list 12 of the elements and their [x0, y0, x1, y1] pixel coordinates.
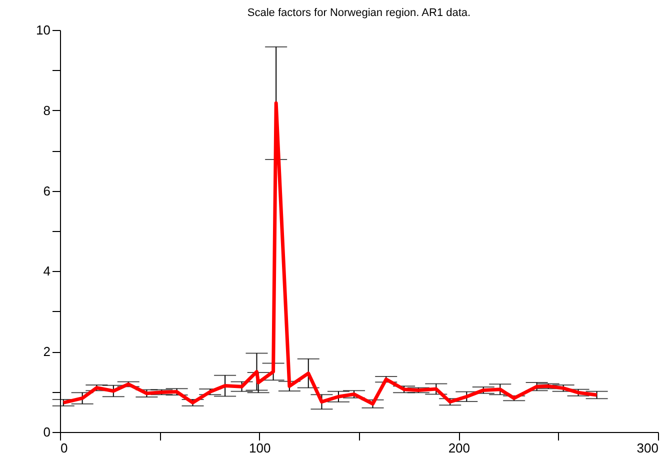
line-series [62, 101, 599, 406]
x-tick-label: 100 [248, 440, 271, 456]
y-tick-label: 2 [43, 344, 50, 360]
x-tick-label: 0 [60, 440, 68, 456]
y-tick-label: 6 [43, 183, 50, 198]
y-tick-label: 8 [43, 102, 50, 118]
y-tick-label: 4 [43, 264, 50, 279]
y-tick-label: 0 [43, 424, 50, 440]
x-tick-label: 300 [636, 440, 658, 456]
y-tick-label: 10 [36, 22, 50, 38]
x-tick-label: 200 [448, 440, 470, 456]
chart-title: Scale factors for Norwegian region. AR1 data. [247, 7, 471, 19]
